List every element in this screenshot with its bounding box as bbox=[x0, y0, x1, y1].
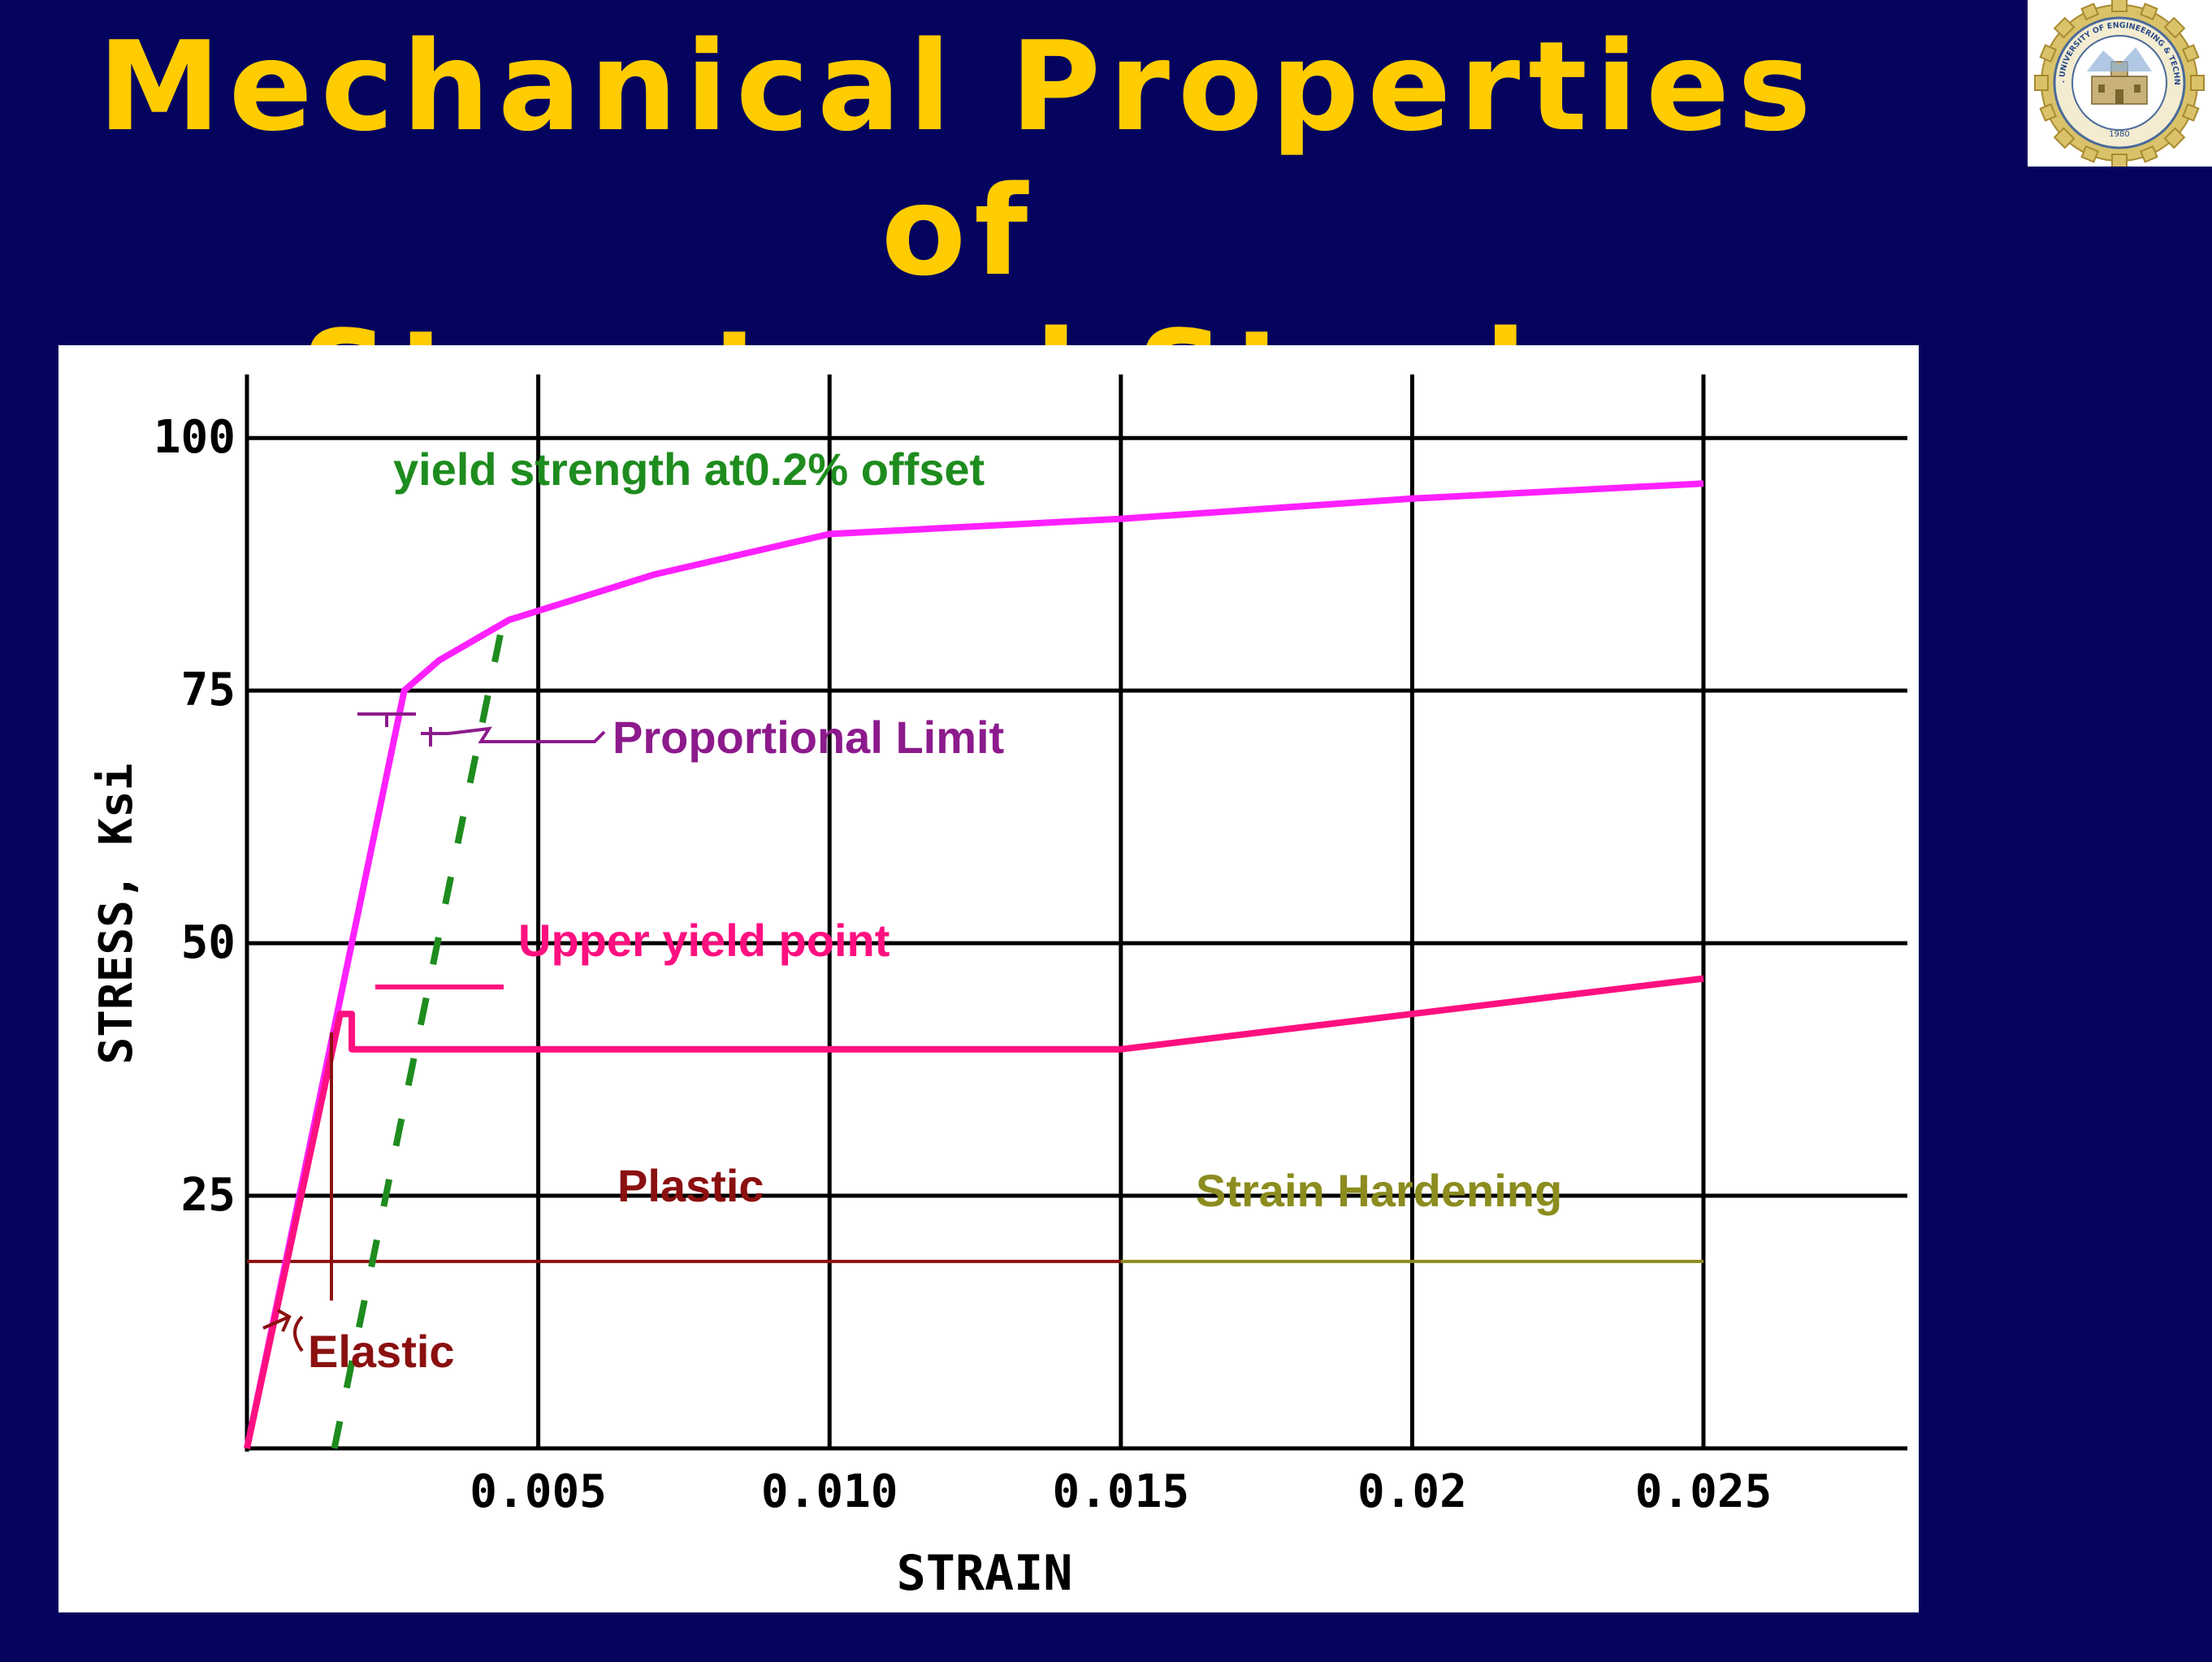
title-line-1: Mechanical Properties of bbox=[97, 15, 1820, 303]
annotation-yield-strength: yield strength at0.2% offset bbox=[393, 444, 985, 495]
y-tick-label: 100 bbox=[154, 411, 236, 464]
y-tick-label: 25 bbox=[181, 1169, 236, 1222]
offset-stress-strain-curve bbox=[331, 619, 507, 1449]
x-tick-label: 0.005 bbox=[470, 1465, 607, 1518]
y-axis-label: STRESS, Ksi bbox=[90, 764, 143, 1065]
university-logo: N.W.F.P. UNIVERSITY OF ENGINEERING & TEC… bbox=[2028, 0, 2212, 168]
chart-svg: yield strength at0.2% offset Proportiona… bbox=[90, 374, 1907, 1602]
y-tick-label: 50 bbox=[181, 916, 236, 969]
x-tick-label: 0.010 bbox=[761, 1465, 898, 1518]
annotation-strain-hardening: Strain Hardening bbox=[1196, 1165, 1562, 1216]
x-axis-label: STRAIN bbox=[897, 1545, 1073, 1602]
university-seal-icon: N.W.F.P. UNIVERSITY OF ENGINEERING & TEC… bbox=[2034, 0, 2205, 168]
proportional-limit-leader bbox=[357, 712, 606, 747]
lower-stress-strain-curve bbox=[244, 975, 1704, 1449]
upper-stress-strain-curve bbox=[244, 480, 1704, 1449]
x-tick-label: 0.025 bbox=[1635, 1465, 1773, 1518]
x-tick-label: 0.02 bbox=[1357, 1465, 1467, 1518]
annotation-elastic: Elastic bbox=[308, 1326, 455, 1377]
annotation-proportional-limit: Proportional Limit bbox=[613, 712, 1004, 763]
annotation-plastic: Plastic bbox=[617, 1160, 764, 1211]
logo-year: 1980 bbox=[2109, 130, 2129, 139]
annotation-upper-yield-point: Upper yield point bbox=[518, 915, 890, 966]
y-tick-label: 75 bbox=[181, 664, 236, 716]
x-tick-label: 0.015 bbox=[1053, 1465, 1190, 1518]
building-icon bbox=[2087, 47, 2152, 105]
elastic-leader bbox=[262, 1032, 333, 1353]
stress-strain-chart: yield strength at0.2% offset Proportiona… bbox=[58, 345, 1919, 1612]
